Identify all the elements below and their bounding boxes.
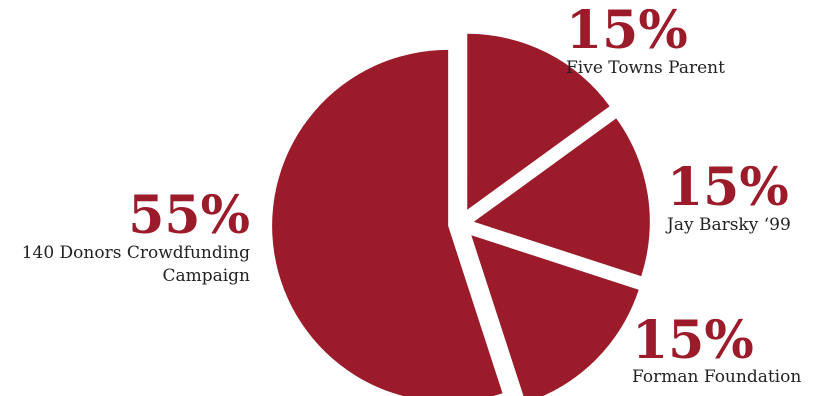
slice-category-label: Jay Barsky ‘99 xyxy=(665,215,791,235)
pie-slice xyxy=(471,235,639,396)
slice-category-label: Forman Foundation xyxy=(632,367,801,387)
slice-percent-label: 55% xyxy=(128,185,250,246)
pie-slice xyxy=(473,118,650,277)
slice-category-label-line2: Campaign xyxy=(162,266,250,286)
slice-percent-label: 15% xyxy=(632,310,754,371)
pie-slices xyxy=(272,33,650,396)
slice-category-label: Five Towns Parent xyxy=(566,58,725,78)
slice-percent-label: 15% xyxy=(566,0,688,61)
slice-percent-label: 15% xyxy=(667,157,789,218)
pie-slice xyxy=(272,49,503,396)
slice-category-label: 140 Donors Crowdfunding xyxy=(22,243,250,263)
pie-slice xyxy=(467,33,610,210)
